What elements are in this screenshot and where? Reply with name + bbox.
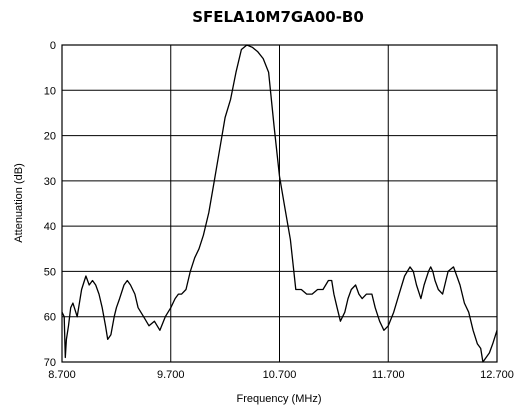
plot-area: [61, 44, 498, 363]
y-tick-label: 70: [44, 357, 56, 369]
y-tick-label: 30: [44, 176, 56, 188]
y-tick-label: 0: [50, 40, 56, 52]
attenuation-curve: [61, 44, 498, 363]
x-axis-ticks: 8.700 9.700 10.700 11.700 12.700: [48, 369, 514, 381]
x-tick-label: 11.700: [372, 369, 405, 381]
chart-title: SFELA10M7GA00-B0: [192, 8, 364, 26]
y-tick-label: 50: [44, 266, 56, 278]
x-tick-label: 10.700: [263, 369, 297, 381]
gridlines: [62, 45, 497, 362]
y-axis-ticks: 0 10 20 30 40 50 60 70: [44, 40, 56, 369]
x-tick-label: 8.700: [48, 369, 76, 381]
plot-frame: [61, 44, 498, 363]
x-tick-label: 12.700: [480, 369, 514, 381]
y-tick-label: 10: [44, 85, 56, 97]
y-tick-label: 60: [44, 312, 56, 324]
x-tick-label: 9.700: [157, 369, 185, 381]
y-tick-label: 40: [44, 221, 56, 233]
y-axis-label: Attenuation (dB): [13, 163, 25, 243]
x-axis-label: Frequency (MHz): [237, 393, 322, 405]
y-tick-label: 20: [44, 131, 56, 143]
